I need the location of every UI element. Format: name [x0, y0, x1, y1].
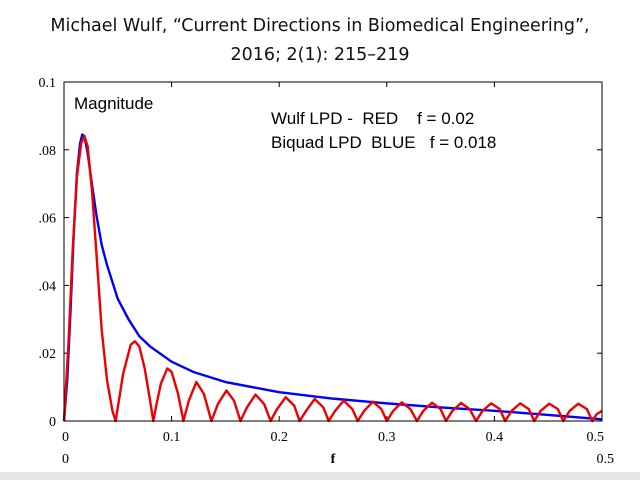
chart-title: Magnitude [74, 94, 153, 113]
x-tick-label: 0.2 [270, 430, 288, 445]
y-tick-label: .08 [39, 144, 57, 159]
y-tick-label: 0.1 [39, 76, 57, 91]
x-tick-label: 0.1 [163, 430, 181, 445]
y-tick-label: 0 [49, 415, 56, 430]
x-tick-label: 0.5 [587, 430, 605, 445]
x-tick-label: 0 [62, 430, 69, 445]
x-tick-label: 0.4 [486, 430, 504, 445]
figure-citation-line2: 2016; 2(1): 215–219 [230, 45, 410, 65]
y-tick-label: .04 [39, 279, 57, 294]
series-line-wulf-lpd [62, 135, 603, 423]
x-range-min-label: 0 [62, 452, 69, 467]
annotation-biquad: Biquad LPD BLUE f = 0.018 [271, 133, 496, 152]
series-layer [62, 133, 603, 423]
y-tick-label: .02 [39, 347, 57, 362]
annotation-wulf: Wulf LPD - RED f = 0.02 [271, 109, 474, 128]
x-tick-label: 0.3 [378, 430, 396, 445]
label-layer: 0 0.1 0.2 0.3 0.4 0.5 0 .02 .04 .06 .08 0.1 0 0.5 f Mag… [39, 76, 615, 467]
plot-frame [63, 81, 603, 422]
y-tick-label: .06 [39, 212, 57, 227]
figure-citation-line1: Michael Wulf, “Current Directions in Bio… [50, 16, 590, 36]
bottom-scrollbar-strip [0, 472, 640, 480]
x-axis-label: f [331, 452, 336, 467]
x-range-max-label: 0.5 [597, 452, 615, 467]
series-line-biquad-lpd [62, 133, 603, 422]
